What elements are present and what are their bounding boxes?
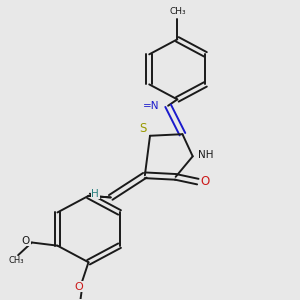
Text: H: H <box>92 189 99 199</box>
Text: O: O <box>201 175 210 188</box>
Text: NH: NH <box>198 150 213 160</box>
Text: S: S <box>140 122 147 135</box>
Text: O: O <box>22 236 30 246</box>
Text: =N: =N <box>143 101 160 111</box>
Text: CH₃: CH₃ <box>9 256 24 265</box>
Text: O: O <box>75 282 83 292</box>
Text: CH₃: CH₃ <box>169 7 186 16</box>
